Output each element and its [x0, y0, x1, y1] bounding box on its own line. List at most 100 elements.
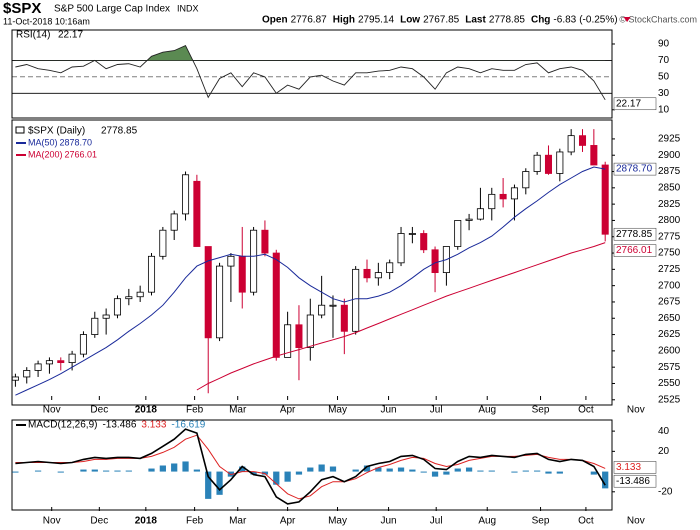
candle-body	[250, 229, 258, 293]
histogram-bar	[409, 469, 416, 472]
candle-body	[386, 262, 394, 274]
histogram-bar	[329, 466, 337, 472]
macd-legend: -16.619	[171, 420, 205, 431]
candle-body	[182, 174, 190, 215]
candle-body	[499, 193, 507, 200]
candle-body	[420, 233, 428, 251]
histogram-bar	[261, 471, 269, 475]
candle-body	[488, 193, 496, 210]
histogram-bar	[159, 465, 166, 472]
candle-body	[11, 376, 19, 381]
candle-body	[91, 317, 99, 335]
x-tick-label: May	[328, 516, 347, 527]
candle-body	[102, 314, 110, 319]
macd-legend: 3.133	[141, 420, 166, 431]
y-tick-label: 20	[658, 446, 670, 457]
y-tick-label: 2850	[658, 182, 681, 193]
value-box	[613, 461, 657, 474]
panel-frame	[11, 29, 613, 119]
x-tick-label: Mar	[229, 405, 247, 416]
candle-body	[284, 324, 292, 358]
y-tick-label: 2825	[658, 199, 681, 210]
copyright: © StockCharts.com	[619, 14, 697, 24]
candle-body	[23, 370, 31, 378]
candle-body	[340, 304, 348, 332]
value-box-label: 2878.70	[616, 164, 653, 175]
x-tick-label: Sep	[532, 405, 550, 416]
y-tick-label: 2725	[658, 264, 681, 275]
candle-body	[68, 353, 76, 364]
histogram-bar	[386, 468, 393, 472]
x-tick-label: Dec	[90, 516, 108, 527]
ma-legend-value: 2766.01	[65, 149, 98, 159]
panel-frame	[11, 119, 613, 406]
candle-body	[45, 360, 53, 365]
candle-body	[397, 233, 405, 264]
histogram-bar	[307, 467, 314, 472]
histogram-bar	[125, 470, 132, 472]
histogram-bar	[182, 461, 189, 472]
x-tick-label: Apr	[280, 516, 296, 527]
histogram-bar	[91, 469, 98, 472]
quote-value: 2778.85	[489, 15, 526, 26]
macd-legend: MACD(12,26,9)	[28, 420, 97, 431]
histogram-bar	[488, 470, 495, 472]
candle-body	[204, 246, 212, 339]
ma-legend: MA(200)	[28, 149, 63, 159]
value-box-label: 22.17	[616, 98, 641, 109]
value-box-label: 2778.85	[616, 229, 653, 240]
legend-swatch	[15, 126, 25, 134]
quote-value: -6.83	[553, 15, 576, 26]
candle-body	[556, 151, 564, 174]
histogram-bar	[363, 465, 371, 472]
histogram-bar	[454, 468, 461, 472]
candle-body	[159, 229, 167, 257]
histogram-bar	[295, 471, 303, 475]
panel-frame	[11, 419, 613, 511]
histogram-bar	[477, 470, 484, 472]
candle-body	[34, 363, 42, 371]
candle-body	[601, 164, 609, 235]
histogram-bar	[590, 471, 597, 475]
candle-body	[431, 249, 439, 274]
candle-body	[170, 213, 178, 231]
quote-label: Last	[465, 15, 486, 26]
x-tick-label: Jul	[430, 516, 443, 527]
candle-body	[113, 298, 122, 316]
histogram-bar	[397, 467, 405, 472]
x-tick-label: Oct	[578, 405, 594, 416]
candle-body	[79, 334, 87, 355]
value-box	[613, 162, 657, 176]
value-box	[613, 227, 657, 241]
quote-value: 2776.87	[291, 15, 328, 26]
candle-body	[408, 233, 416, 235]
y-tick-label: 10	[658, 104, 670, 115]
value-box-label: 2766.01	[616, 245, 653, 256]
y-tick-label: 50	[658, 72, 670, 83]
value-box-label: -13.486	[616, 476, 650, 487]
candle-body	[476, 208, 484, 220]
symbol: $SPX	[3, 0, 41, 17]
histogram-bar	[80, 469, 87, 472]
x-tick-label: Dec	[90, 405, 108, 416]
histogram-bar	[250, 471, 257, 475]
x-tick-label: Aug	[478, 405, 496, 416]
candle-body	[363, 268, 371, 279]
candle-body	[147, 255, 156, 293]
y-tick-label: 90	[658, 39, 670, 50]
quote-label: Chg	[531, 15, 550, 26]
macd-legend: -13.486	[102, 420, 136, 431]
x-tick-label: Jun	[380, 405, 396, 416]
candle-body	[374, 272, 382, 279]
value-box	[613, 474, 657, 488]
x-tick-label: Oct	[578, 516, 594, 527]
x-tick-label: Nov	[43, 516, 61, 527]
candle-body	[352, 268, 360, 332]
x-tick-label: Mar	[229, 516, 247, 527]
histogram-bar	[103, 470, 110, 472]
quote-label: Open	[262, 15, 288, 26]
candle-body	[261, 229, 269, 254]
histogram-bar	[534, 470, 541, 472]
histogram-bar	[57, 471, 64, 473]
